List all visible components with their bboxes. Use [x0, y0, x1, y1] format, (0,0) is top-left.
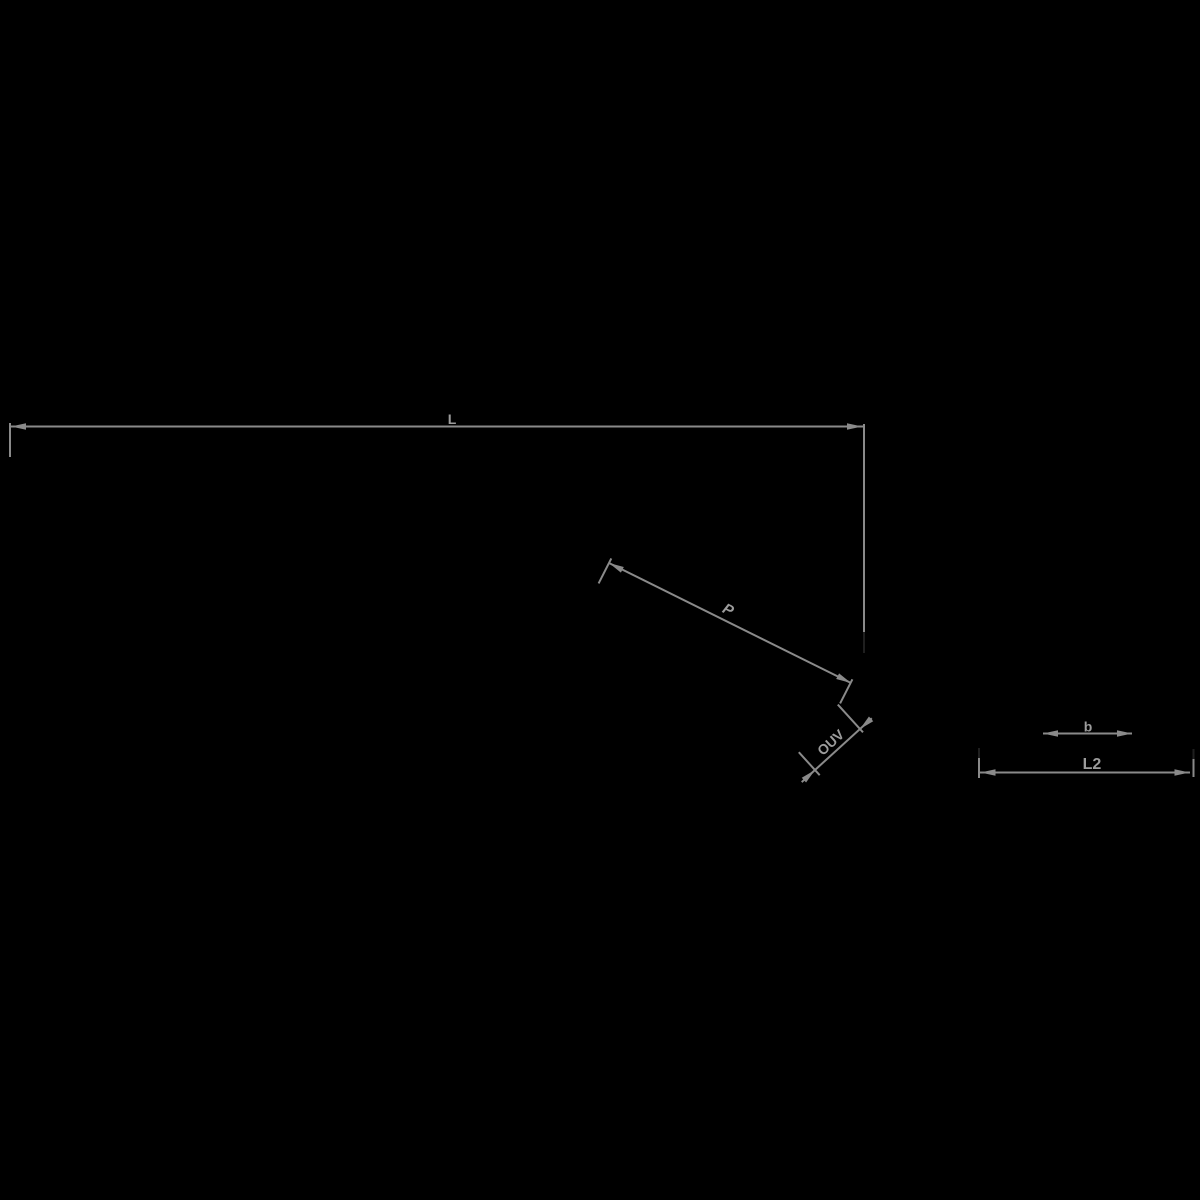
arrow-OUV-lower — [801, 770, 815, 783]
arrow-L-right — [847, 423, 862, 430]
arrow-L2-left — [980, 769, 996, 776]
arrow-OUV-upper — [860, 716, 874, 729]
label-OUV: OUV — [814, 726, 848, 759]
dim-P-line — [608, 562, 852, 684]
label-L: L — [448, 411, 457, 427]
dim-OUV-ext-upper — [837, 703, 864, 733]
arrow-L2-right — [1174, 769, 1190, 776]
label-b: b — [1084, 719, 1093, 735]
dim-OUV-ext-lower — [798, 751, 821, 776]
arrow-L-left — [11, 423, 26, 430]
arrow-P-end — [836, 673, 851, 683]
label-L2: L2 — [1083, 756, 1102, 773]
dim-P-tick-start — [597, 557, 613, 584]
arrow-b-right — [1117, 730, 1132, 737]
dim-P-tick-end — [839, 678, 854, 704]
arrow-b-left — [1043, 730, 1058, 737]
arrow-P-start — [609, 563, 624, 573]
label-P: P — [720, 600, 738, 620]
